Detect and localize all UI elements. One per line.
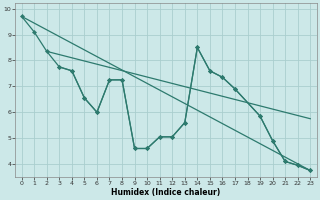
X-axis label: Humidex (Indice chaleur): Humidex (Indice chaleur) <box>111 188 220 197</box>
